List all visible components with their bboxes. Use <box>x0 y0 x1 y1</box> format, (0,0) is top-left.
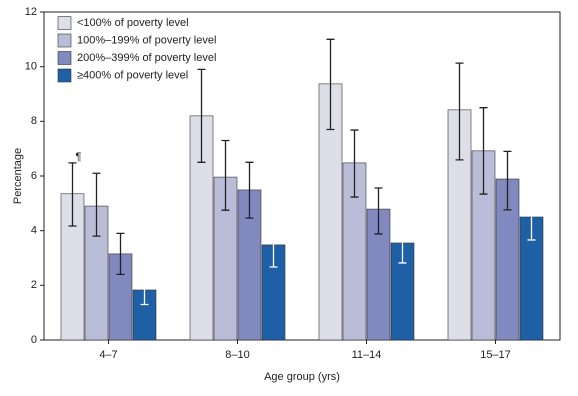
y-axis-label: Percentage <box>12 148 24 204</box>
legend-swatch <box>57 33 72 48</box>
error-bar <box>503 150 512 211</box>
y-tick-label: 4 <box>31 225 37 237</box>
error-bar <box>140 275 149 306</box>
x-tick-label: 8–10 <box>225 349 249 361</box>
error-bar <box>398 224 407 264</box>
error-bar <box>374 187 383 235</box>
x-tick-label: 11–14 <box>352 349 382 361</box>
y-tick-label: 0 <box>31 334 37 346</box>
legend-swatch <box>57 68 72 83</box>
legend-swatch <box>57 16 72 30</box>
error-bar <box>326 38 335 131</box>
y-tick-label: 2 <box>31 279 37 291</box>
error-bar <box>455 62 464 161</box>
x-tick-label: 4–7 <box>99 349 117 361</box>
legend-label: <100% of poverty level <box>77 17 189 29</box>
y-tick-label: 8 <box>31 115 37 127</box>
error-bar <box>116 232 125 276</box>
legend-swatch <box>57 51 72 65</box>
error-bar <box>92 172 101 237</box>
error-bar <box>269 221 278 268</box>
error-bar <box>221 139 230 211</box>
error-bar <box>479 107 488 195</box>
y-tick-label: 6 <box>31 170 37 182</box>
y-tick-label: 12 <box>25 6 37 18</box>
error-bar <box>527 192 536 241</box>
error-bar <box>68 162 77 227</box>
x-tick-label: 15–17 <box>480 349 511 361</box>
legend-label: 200%–399% of poverty level <box>77 52 216 64</box>
error-bar <box>197 68 206 163</box>
legend-label: 100%–199% of poverty level <box>77 34 216 46</box>
annotation: ¶ <box>76 151 82 163</box>
y-tick-label: 10 <box>25 61 37 73</box>
error-bar <box>245 161 254 219</box>
legend-label: ≥400% of poverty level <box>77 69 188 81</box>
error-bar <box>350 129 359 198</box>
x-axis-label: Age group (yrs) <box>264 371 340 383</box>
